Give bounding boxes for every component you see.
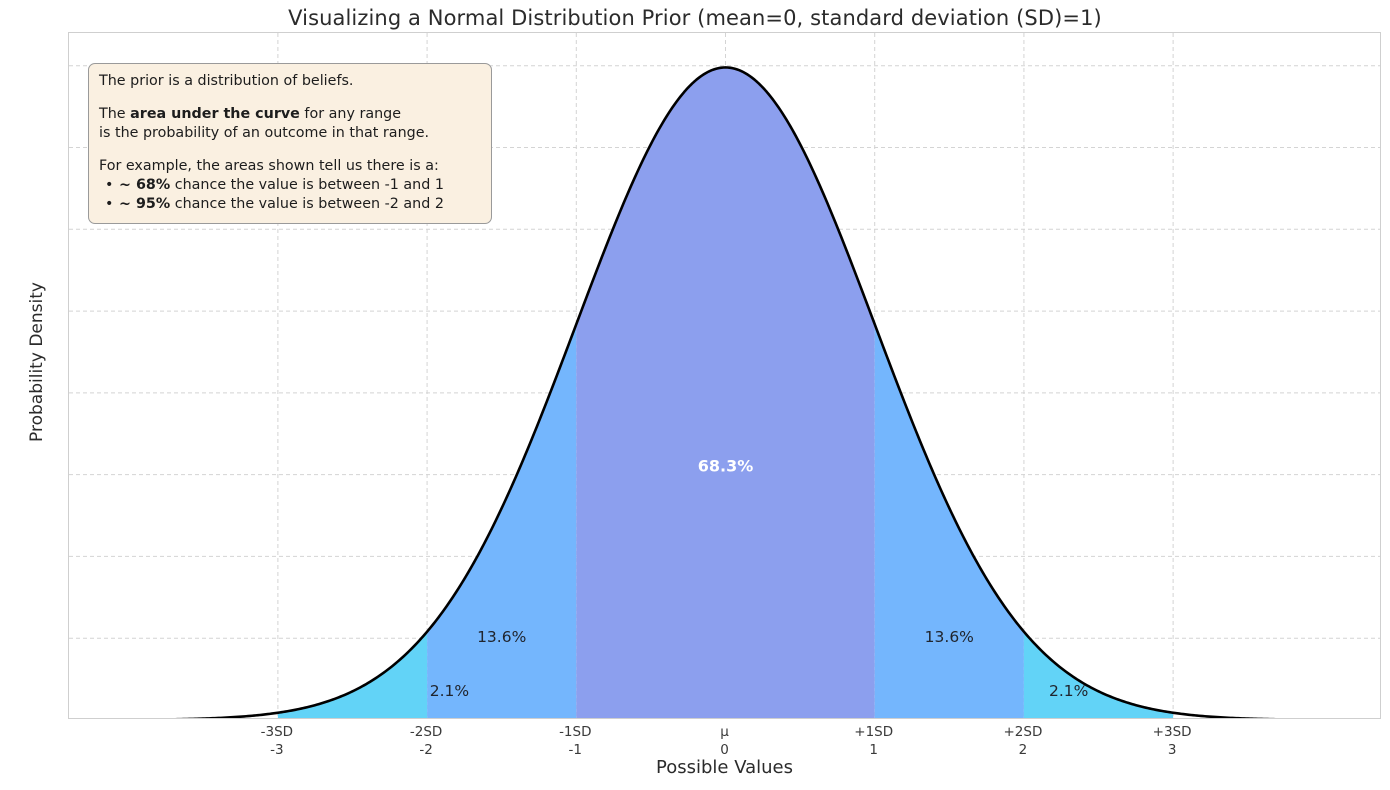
x-tick-sd: +1SD — [854, 724, 894, 740]
annotation-line-2-post: for any range — [299, 106, 402, 122]
annotation-spacer-1 — [99, 91, 481, 105]
x-tick-label: -1SD -1 — [515, 724, 635, 760]
annotation-box: The prior is a distribution of beliefs. … — [88, 63, 492, 224]
x-tick-value: 0 — [720, 741, 729, 758]
x-tick-label: +1SD 1 — [814, 724, 934, 760]
annotation-line-1: The prior is a distribution of beliefs. — [99, 73, 354, 89]
x-tick-sd: -1SD — [559, 724, 592, 740]
right-mid-band-percent-label: 13.6% — [924, 627, 974, 646]
distribution-plot-svg — [69, 33, 1380, 718]
x-tick-value: 3 — [1167, 741, 1177, 758]
x-tick-sd: -2SD — [409, 724, 443, 740]
x-tick-value: -1 — [568, 741, 583, 758]
x-tick-sd: +2SD — [1003, 724, 1043, 740]
x-tick-value: 2 — [1018, 741, 1028, 758]
y-axis-label: Probability Density — [27, 282, 47, 442]
annotation-spacer-2 — [99, 143, 481, 157]
plot-area: 2.1% 13.6% 68.3% 13.6% 2.1% — [68, 32, 1381, 719]
annotation-line-3: is the probability of an outcome in that… — [99, 125, 430, 141]
annotation-line-4: For example, the areas shown tell us the… — [99, 158, 439, 174]
center-band — [576, 67, 875, 718]
x-tick-label: -3SD -3 — [217, 724, 337, 760]
x-tick-value: -2 — [419, 741, 433, 758]
annotation-line-2: The area under the curve for any range — [99, 105, 481, 124]
annotation-bullet-bold: ~ 95% — [119, 196, 171, 212]
x-tick-sd: μ — [720, 724, 729, 740]
annotation-line-2-pre: The — [99, 106, 131, 122]
left-mid-band-percent-label: 13.6% — [477, 627, 527, 646]
x-tick-label: +3SD 3 — [1112, 724, 1232, 760]
x-tick-sd: +3SD — [1152, 724, 1192, 740]
x-axis-label: Possible Values — [655, 757, 793, 778]
annotation-bullet: ~ 68% chance the value is between -1 and… — [105, 176, 481, 195]
left-outer-band-percent-label: 2.1% — [429, 681, 470, 700]
normal-curve — [173, 66, 1278, 718]
x-tick-value: 1 — [869, 741, 878, 758]
annotation-bullet-text: chance the value is between -1 and 1 — [170, 177, 444, 193]
annotation-bullet-list: ~ 68% chance the value is between -1 and… — [99, 176, 481, 214]
center-band-percent-label: 68.3% — [697, 456, 754, 476]
x-tick-label: -2SD -2 — [366, 724, 486, 760]
annotation-bullet-bold: ~ 68% — [119, 177, 171, 193]
x-tick-sd: -3SD — [260, 724, 294, 740]
x-tick-label: +2SD 2 — [963, 724, 1083, 760]
x-tick-value: -3 — [270, 741, 284, 758]
chart-title: Visualizing a Normal Distribution Prior … — [288, 6, 1102, 30]
right-outer-band-percent-label: 2.1% — [1048, 681, 1089, 700]
right-outer-band — [1023, 631, 1174, 718]
annotation-bullet-text: chance the value is between -2 and 2 — [170, 196, 444, 212]
left-outer-band — [277, 631, 428, 718]
annotation-line-2-bold: area under the curve — [130, 106, 300, 122]
annotation-bullet: ~ 95% chance the value is between -2 and… — [105, 195, 481, 214]
